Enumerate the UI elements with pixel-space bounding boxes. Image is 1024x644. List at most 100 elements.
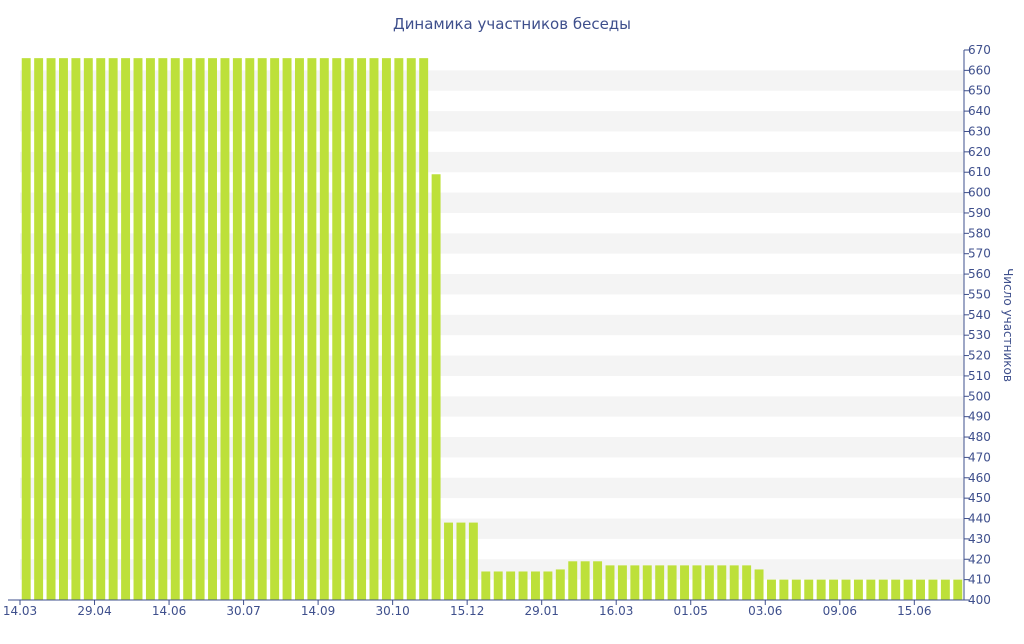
- bar: [829, 579, 839, 600]
- bar: [568, 561, 578, 600]
- bar: [878, 579, 888, 600]
- y-tick-label: 400: [968, 593, 991, 607]
- bar: [195, 58, 205, 600]
- bar: [605, 565, 615, 600]
- bar: [357, 58, 367, 600]
- y-tick-label: 570: [968, 247, 991, 261]
- y-tick-label: 600: [968, 186, 991, 200]
- bar: [220, 58, 230, 600]
- grid-band: [20, 396, 964, 417]
- bar: [779, 579, 789, 600]
- bar: [791, 579, 801, 600]
- bar: [257, 58, 267, 600]
- bar: [767, 579, 776, 600]
- bar: [518, 571, 528, 600]
- bar: [183, 58, 193, 600]
- y-tick-label: 630: [968, 124, 991, 138]
- x-tick-label: 09.06: [823, 604, 857, 618]
- x-tick-label: 15.06: [897, 604, 931, 618]
- y-tick-label: 490: [968, 410, 991, 424]
- bar: [369, 58, 379, 600]
- x-tick-label: 14.06: [152, 604, 186, 618]
- bar: [419, 58, 429, 600]
- bar: [456, 522, 466, 600]
- bar: [83, 58, 93, 600]
- bar: [34, 58, 44, 600]
- bar: [133, 58, 143, 600]
- bar: [655, 565, 665, 600]
- bar: [667, 565, 677, 600]
- bar: [506, 571, 516, 600]
- bar: [630, 565, 640, 600]
- y-tick-label: 660: [968, 63, 991, 77]
- y-tick-label: 480: [968, 430, 991, 444]
- x-tick-label: 29.01: [525, 604, 559, 618]
- bar: [742, 565, 752, 600]
- bar: [319, 58, 329, 600]
- bar: [531, 571, 540, 600]
- y-tick-label: 650: [968, 84, 991, 98]
- bar: [692, 565, 702, 600]
- bar: [481, 571, 491, 600]
- chart-title: Динамика участников беседы: [393, 15, 631, 33]
- y-tick-label: 590: [968, 206, 991, 220]
- bar: [307, 58, 317, 600]
- bar: [431, 174, 441, 600]
- bar: [704, 565, 714, 600]
- x-tick-label: 01.05: [674, 604, 708, 618]
- bar: [903, 579, 913, 600]
- bar: [729, 565, 739, 600]
- y-tick-label: 450: [968, 491, 991, 505]
- y-tick-label: 530: [968, 328, 991, 342]
- bar: [717, 565, 727, 600]
- y-tick-label: 550: [968, 287, 991, 301]
- y-tick-label: 510: [968, 369, 991, 383]
- bar: [21, 58, 31, 600]
- bar: [332, 58, 342, 600]
- bar: [953, 579, 963, 600]
- bar: [158, 58, 168, 600]
- bar: [46, 58, 56, 600]
- y-tick-label: 540: [968, 308, 991, 322]
- bar: [841, 579, 851, 600]
- bar: [642, 565, 652, 600]
- y-tick-label: 500: [968, 389, 991, 403]
- x-tick-label: 14.09: [301, 604, 335, 618]
- y-tick-label: 430: [968, 532, 991, 546]
- bar: [940, 579, 950, 600]
- y-axis-label: Число участников: [1001, 268, 1015, 382]
- y-tick-label: 410: [968, 573, 991, 587]
- grid-band: [20, 477, 964, 499]
- y-ticks-group: 400 410 420 430 440 450 460 470 480 490 500 510 520 5…: [964, 43, 991, 607]
- y-tick-label: 440: [968, 512, 991, 526]
- grid-band: [20, 355, 964, 376]
- y-tick-label: 460: [968, 471, 991, 485]
- y-tick-label: 620: [968, 145, 991, 159]
- grid-band: [20, 518, 964, 539]
- y-tick-label: 560: [968, 267, 991, 281]
- x-tick-label: 15.12: [450, 604, 484, 618]
- y-tick-label: 610: [968, 165, 991, 179]
- x-tick-label: 29.04: [77, 604, 111, 618]
- y-tick-label: 520: [968, 349, 991, 363]
- bar: [916, 579, 925, 600]
- bar: [121, 58, 131, 600]
- x-tick-label: 30.07: [226, 604, 260, 618]
- grid-band: [20, 111, 964, 132]
- bar: [816, 579, 826, 600]
- bar: [208, 58, 217, 600]
- bar: [754, 569, 764, 600]
- bar: [928, 579, 938, 600]
- bar: [493, 571, 503, 600]
- bar: [580, 561, 590, 600]
- bar: [59, 58, 68, 600]
- bar: [853, 579, 863, 600]
- bar: [468, 522, 478, 600]
- grid-band: [20, 437, 964, 458]
- x-tick-label: 14.03: [3, 604, 37, 618]
- x-tick-label: 16.03: [599, 604, 633, 618]
- bar: [381, 58, 391, 600]
- bar: [232, 58, 242, 600]
